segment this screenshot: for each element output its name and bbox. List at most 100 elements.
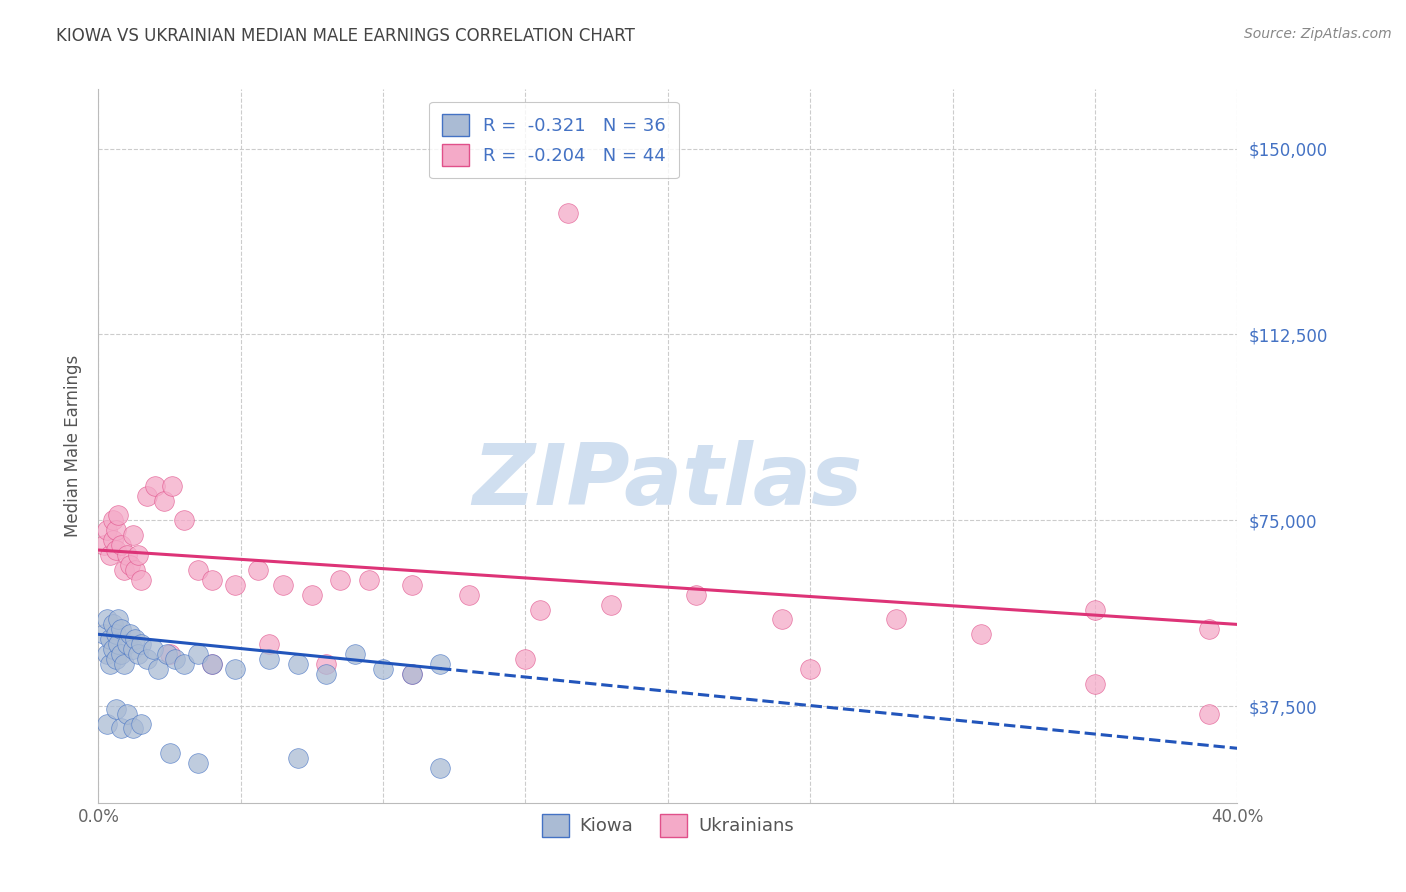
Point	[357, 573, 380, 587]
Point	[273, 578, 295, 592]
Point	[121, 642, 143, 657]
Point	[884, 612, 907, 626]
Point	[104, 543, 127, 558]
Point	[246, 563, 269, 577]
Point	[101, 513, 124, 527]
Point	[401, 578, 423, 592]
Point	[600, 598, 623, 612]
Legend: Kiowa, Ukrainians: Kiowa, Ukrainians	[534, 807, 801, 844]
Point	[1198, 623, 1220, 637]
Point	[118, 558, 141, 572]
Point	[401, 667, 423, 681]
Text: Source: ZipAtlas.com: Source: ZipAtlas.com	[1244, 27, 1392, 41]
Point	[529, 602, 551, 616]
Point	[315, 657, 337, 671]
Point	[124, 632, 146, 647]
Text: ZIPatlas: ZIPatlas	[472, 440, 863, 524]
Point	[159, 647, 181, 661]
Point	[970, 627, 993, 641]
Point	[173, 657, 195, 671]
Point	[173, 513, 195, 527]
Point	[162, 478, 184, 492]
Point	[259, 637, 281, 651]
Point	[301, 588, 323, 602]
Point	[129, 637, 152, 651]
Point	[98, 548, 121, 562]
Point	[187, 563, 209, 577]
Point	[401, 667, 423, 681]
Point	[515, 652, 537, 666]
Point	[110, 538, 132, 552]
Point	[148, 662, 170, 676]
Point	[135, 489, 157, 503]
Point	[98, 657, 121, 671]
Point	[121, 722, 143, 736]
Point	[187, 756, 209, 771]
Point	[121, 528, 143, 542]
Y-axis label: Median Male Earnings: Median Male Earnings	[65, 355, 83, 537]
Point	[93, 627, 115, 641]
Point	[429, 761, 451, 775]
Point	[96, 523, 118, 537]
Point	[145, 478, 167, 492]
Point	[110, 722, 132, 736]
Point	[104, 652, 127, 666]
Point	[124, 563, 146, 577]
Point	[1084, 602, 1107, 616]
Point	[96, 612, 118, 626]
Point	[329, 573, 352, 587]
Point	[104, 701, 127, 715]
Point	[1084, 677, 1107, 691]
Point	[287, 751, 309, 765]
Point	[101, 642, 124, 657]
Point	[98, 632, 121, 647]
Point	[770, 612, 793, 626]
Point	[93, 538, 115, 552]
Point	[101, 617, 124, 632]
Point	[685, 588, 707, 602]
Point	[104, 627, 127, 641]
Point	[799, 662, 821, 676]
Point	[96, 716, 118, 731]
Point	[107, 612, 129, 626]
Point	[101, 533, 124, 548]
Point	[118, 627, 141, 641]
Point	[129, 716, 152, 731]
Point	[201, 657, 224, 671]
Point	[115, 637, 138, 651]
Point	[287, 657, 309, 671]
Point	[201, 573, 224, 587]
Point	[107, 508, 129, 523]
Point	[107, 637, 129, 651]
Text: KIOWA VS UKRAINIAN MEDIAN MALE EARNINGS CORRELATION CHART: KIOWA VS UKRAINIAN MEDIAN MALE EARNINGS …	[56, 27, 636, 45]
Point	[187, 647, 209, 661]
Point	[127, 548, 149, 562]
Point	[343, 647, 366, 661]
Point	[112, 563, 135, 577]
Point	[115, 706, 138, 721]
Point	[557, 206, 579, 220]
Point	[315, 667, 337, 681]
Point	[104, 523, 127, 537]
Point	[110, 623, 132, 637]
Point	[165, 652, 187, 666]
Point	[110, 647, 132, 661]
Point	[96, 647, 118, 661]
Point	[115, 548, 138, 562]
Point	[129, 573, 152, 587]
Point	[373, 662, 395, 676]
Point	[141, 642, 163, 657]
Point	[429, 657, 451, 671]
Point	[159, 746, 181, 760]
Point	[457, 588, 479, 602]
Point	[1198, 706, 1220, 721]
Point	[156, 647, 179, 661]
Point	[201, 657, 224, 671]
Point	[153, 493, 176, 508]
Point	[135, 652, 157, 666]
Point	[112, 657, 135, 671]
Point	[224, 662, 246, 676]
Point	[127, 647, 149, 661]
Point	[224, 578, 246, 592]
Point	[259, 652, 281, 666]
